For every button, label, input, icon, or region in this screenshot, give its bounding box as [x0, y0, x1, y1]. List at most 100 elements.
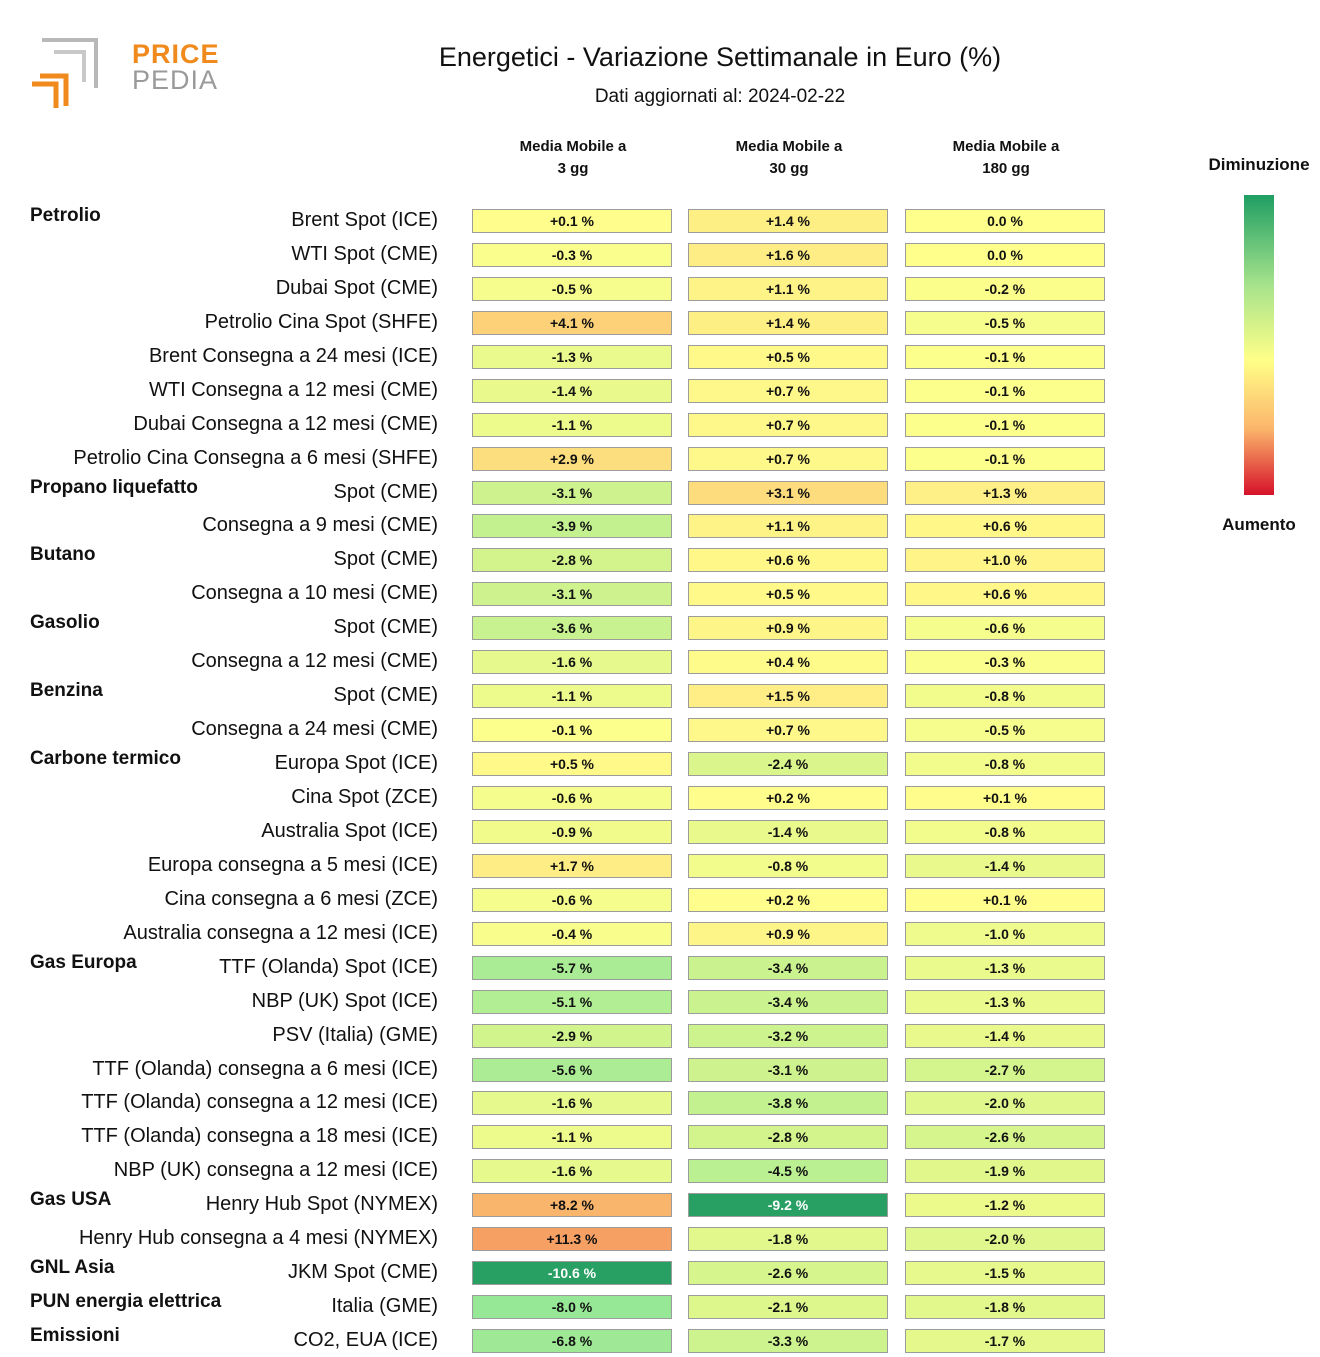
heatmap-cell: -1.4 %	[905, 853, 1105, 878]
logo-mark-icon	[32, 38, 98, 108]
heatmap-cell: +0.7 %	[688, 446, 888, 471]
heatmap-cell: +1.1 %	[688, 514, 888, 539]
heatmap-cell: -2.6 %	[688, 1261, 888, 1286]
heatmap-cell: -1.9 %	[905, 1159, 1105, 1184]
row-label: Cina consegna a 6 mesi (ZCE)	[164, 887, 438, 910]
group-label: GNL Asia	[30, 1257, 115, 1279]
heatmap-cell: -0.8 %	[905, 684, 1105, 709]
column-header: Media Mobile a 180 gg	[952, 138, 1060, 177]
heatmap-cell: -2.7 %	[905, 1057, 1105, 1082]
chart-title: Energetici - Variazione Settimanale in E…	[438, 42, 1002, 72]
heatmap-cell: +0.1 %	[905, 887, 1105, 912]
row-label: Spot (CME)	[333, 616, 438, 639]
heatmap-cell: 0.0 %	[905, 242, 1105, 267]
heatmap-cell: -5.7 %	[472, 955, 672, 980]
heatmap-cell: -8.0 %	[472, 1295, 672, 1320]
row-label: CO2, EUA (ICE)	[293, 1329, 438, 1352]
heatmap-cell: -0.1 %	[905, 412, 1105, 437]
row-label: WTI Spot (CME)	[291, 242, 438, 265]
heatmap-cell: -0.2 %	[905, 276, 1105, 301]
heatmap-cell: -1.4 %	[688, 819, 888, 844]
heatmap-cell: +0.4 %	[688, 650, 888, 675]
heatmap-cell: -0.6 %	[905, 616, 1105, 641]
heatmap-cell: +1.7 %	[472, 853, 672, 878]
heatmap-cell: -0.5 %	[905, 718, 1105, 743]
heatmap-cell: -1.0 %	[905, 921, 1105, 946]
heatmap-cell: -1.3 %	[905, 955, 1105, 980]
heatmap-cell: -1.7 %	[905, 1329, 1105, 1354]
row-label: Spot (CME)	[333, 684, 438, 707]
heatmap-cell: -0.4 %	[472, 921, 672, 946]
heatmap-cell: -2.8 %	[688, 1125, 888, 1150]
heatmap-cell: -0.1 %	[905, 344, 1105, 369]
column-header: Media Mobile a 30 gg	[735, 138, 843, 177]
heatmap-cell: -1.8 %	[905, 1295, 1105, 1320]
heatmap-cell: +8.2 %	[472, 1193, 672, 1218]
row-label: NBP (UK) consegna a 12 mesi (ICE)	[113, 1159, 438, 1182]
heatmap-cell: -1.6 %	[472, 1091, 672, 1116]
group-label: Gasolio	[30, 612, 100, 634]
row-label: Dubai Spot (CME)	[275, 276, 438, 299]
heatmap-cell: -0.9 %	[472, 819, 672, 844]
heatmap-cell: +1.0 %	[905, 548, 1105, 573]
row-label: Brent Spot (ICE)	[291, 209, 438, 231]
heatmap-cell: -0.3 %	[472, 242, 672, 267]
heatmap-cell: -3.1 %	[688, 1057, 888, 1082]
heatmap-cell: -3.9 %	[472, 514, 672, 539]
heatmap-cell: -2.1 %	[688, 1295, 888, 1320]
row-label: Brent Consegna a 24 mesi (ICE)	[148, 344, 438, 367]
row-label: TTF (Olanda) Spot (ICE)	[219, 955, 438, 978]
heatmap-cell: -0.6 %	[472, 785, 672, 810]
heatmap-cell: -0.8 %	[905, 752, 1105, 777]
heatmap-cell: -2.0 %	[905, 1227, 1105, 1252]
heatmap-cell: -5.1 %	[472, 989, 672, 1014]
heatmap-cell: +0.1 %	[905, 785, 1105, 810]
legend-color-bar	[1244, 195, 1274, 495]
group-label: PUN energia elettrica	[30, 1291, 222, 1313]
heatmap-cell: -2.4 %	[688, 752, 888, 777]
heatmap-cell: +1.4 %	[688, 209, 888, 233]
row-label: Cina Spot (ZCE)	[291, 785, 438, 808]
row-label: Petrolio Cina Spot (SHFE)	[204, 310, 438, 333]
legend-bottom-label: Aumento	[1222, 515, 1296, 534]
heatmap-cell: -3.3 %	[688, 1329, 888, 1354]
heatmap-cell: +1.5 %	[688, 684, 888, 709]
heatmap-cell: +0.5 %	[688, 582, 888, 607]
heatmap-cell: +0.9 %	[688, 921, 888, 946]
heatmap-cell: -2.8 %	[472, 548, 672, 573]
row-label: JKM Spot (CME)	[287, 1261, 438, 1284]
row-label: Australia Spot (ICE)	[261, 819, 438, 842]
group-label: Benzina	[30, 680, 103, 702]
row-label: WTI Consegna a 12 mesi (CME)	[149, 378, 438, 401]
row-label: Australia consegna a 12 mesi (ICE)	[123, 921, 438, 944]
heatmap-cell: +0.6 %	[905, 582, 1105, 607]
heatmap-cell: -4.5 %	[688, 1159, 888, 1184]
pricepedia-logo: PRICE PEDIA	[30, 38, 219, 110]
heatmap-cell: +0.2 %	[688, 785, 888, 810]
row-label: Dubai Consegna a 12 mesi (CME)	[133, 412, 438, 435]
heatmap-cell: -3.6 %	[472, 616, 672, 641]
heatmap-cell: -0.1 %	[905, 446, 1105, 471]
heatmap-cell: -1.3 %	[905, 989, 1105, 1014]
heatmap-cell: +1.6 %	[688, 242, 888, 267]
group-label: Butano	[30, 544, 96, 566]
heatmap-cell: -3.8 %	[688, 1091, 888, 1116]
heatmap-cell: -1.4 %	[905, 1023, 1105, 1048]
row-label: Europa Spot (ICE)	[274, 752, 438, 775]
heatmap-cell: -0.1 %	[472, 718, 672, 743]
row-label: Consegna a 9 mesi (CME)	[202, 514, 438, 537]
heatmap-cell: -1.6 %	[472, 650, 672, 675]
heatmap-cell: -1.6 %	[472, 1159, 672, 1184]
row-label: Italia (GME)	[331, 1295, 438, 1318]
heatmap-cell: -10.6 %	[472, 1261, 672, 1286]
heatmap-cell: -1.4 %	[472, 378, 672, 403]
heatmap-cell: +3.1 %	[688, 480, 888, 505]
heatmap-cell: +2.9 %	[472, 446, 672, 471]
heatmap-cell: +1.4 %	[688, 310, 888, 335]
heatmap-cell: -0.5 %	[472, 276, 672, 301]
heatmap-cell: -2.6 %	[905, 1125, 1105, 1150]
row-label: Spot (CME)	[333, 548, 438, 571]
heatmap-cell: +0.5 %	[688, 344, 888, 369]
heatmap-cell: -3.4 %	[688, 989, 888, 1014]
heatmap-cell: -1.1 %	[472, 412, 672, 437]
